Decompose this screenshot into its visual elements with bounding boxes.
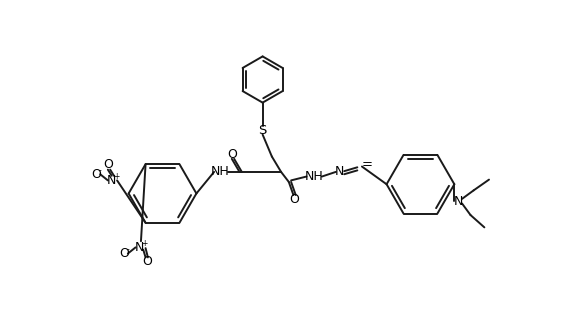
Text: N: N [454,195,463,208]
Text: =: = [361,159,372,171]
Text: O: O [228,148,238,161]
Text: O: O [289,193,299,206]
Text: N: N [135,241,144,254]
Text: O: O [142,255,152,268]
Text: O: O [103,159,114,171]
Text: NH: NH [211,165,230,178]
Text: N: N [107,174,116,187]
Text: N: N [335,165,345,178]
Text: NH: NH [305,170,324,183]
Text: S: S [259,124,267,137]
Text: +: + [113,172,120,181]
Text: O: O [119,247,129,260]
Text: -: - [99,166,102,175]
Text: O: O [92,168,101,181]
Text: +: + [141,239,147,248]
Text: -: - [126,245,129,254]
